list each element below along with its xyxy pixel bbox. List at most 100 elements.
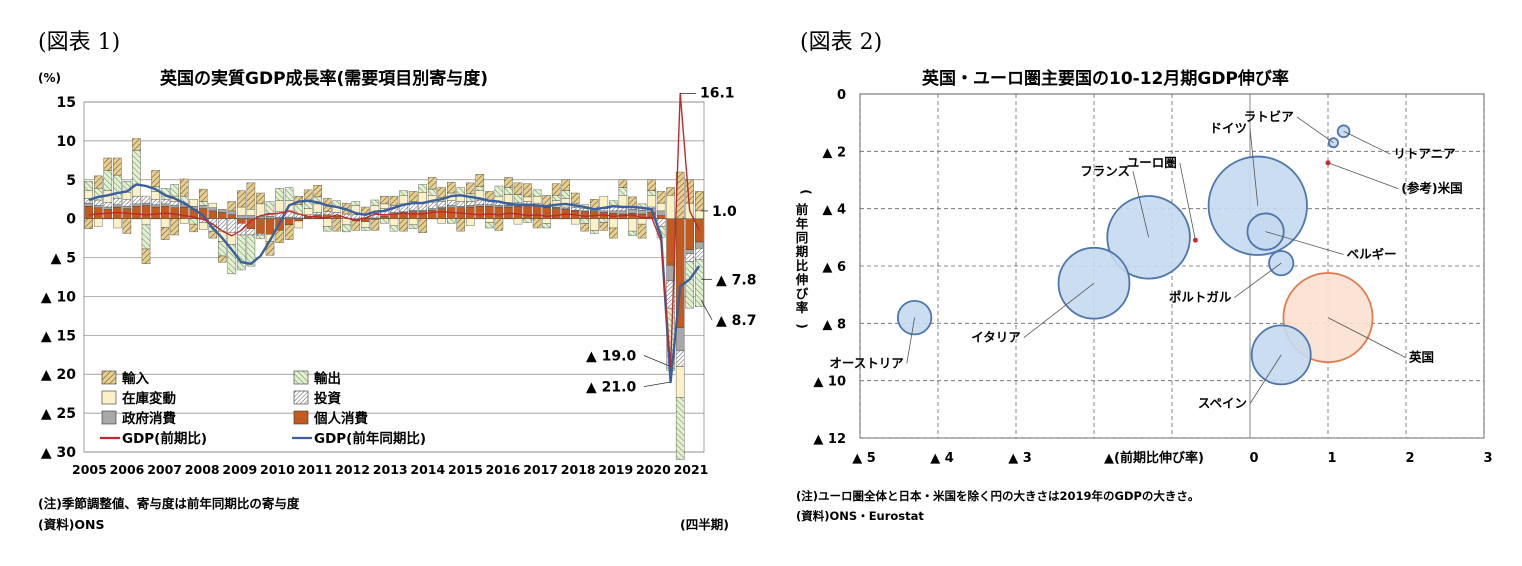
c2-leader-リトアニア: [1343, 130, 1391, 155]
c1-bar-exports: [103, 170, 113, 191]
c1-bar-government: [160, 203, 170, 207]
figure2-label: (図表 2): [800, 30, 883, 55]
c2-dot-ユーロ圏: [1192, 237, 1198, 243]
c1-bar-exports: [494, 185, 504, 197]
c1-legend-label-exports: 輸出: [314, 370, 341, 387]
c2-ytick-label: ▲ 8: [822, 317, 846, 332]
c1-bar-imports: [408, 191, 418, 202]
c1-xtick-label: 2014: [410, 462, 445, 477]
c1-bar-consumption: [380, 216, 389, 219]
c1-bar-investment: [456, 201, 465, 207]
c1-bar-inventory: [151, 191, 160, 200]
c1-bar-consumption: [332, 216, 341, 219]
c1-bar-investment: [475, 199, 485, 205]
c1-bar-imports: [380, 195, 389, 205]
c2-label-ベルギー: ベルギー: [1347, 247, 1397, 262]
c1-bar-exports: [475, 186, 485, 191]
c1-bar-inventory: [532, 195, 542, 204]
c1-bar-consumption: [84, 206, 93, 219]
c1-legend-label-investment: 投資: [314, 390, 341, 407]
c2-ytick-label: ▲ 6: [822, 260, 846, 275]
c1-bar-consumption: [408, 211, 418, 219]
c1-bar-imports: [103, 157, 113, 171]
c1-bar-inventory: [246, 209, 256, 216]
c1-bar-imports: [656, 191, 666, 204]
c1-bar-consumption: [141, 205, 151, 219]
c1-bar-government: [284, 216, 294, 219]
c1-bar-imports: [284, 224, 294, 240]
c1-bar-imports: [590, 199, 599, 209]
c1-bar-inventory: [323, 218, 332, 227]
c1-bar-inventory: [199, 222, 208, 230]
c1-bar-consumption: [294, 218, 303, 222]
c2-label-ポルトガル: ポルトガル: [1169, 290, 1232, 305]
c1-bar-consumption: [256, 218, 265, 234]
c1-bar-investment: [151, 199, 160, 205]
c1-bar-inventory: [113, 218, 122, 229]
c2-ytick-label: 0: [837, 88, 846, 103]
c1-bar-government: [408, 209, 418, 212]
c1-plot-frame: [83, 101, 705, 453]
c1-bar-imports: [466, 182, 475, 194]
c2-label-スペイン: スペイン: [1198, 396, 1247, 411]
c1-bar-imports: [160, 227, 170, 240]
c1-bar-inventory: [466, 218, 475, 226]
c1-bar-exports: [370, 199, 380, 206]
c1-bar-government: [427, 208, 437, 211]
c1-bar-exports: [132, 150, 141, 186]
c1-bar-exports: [628, 230, 637, 236]
c1-bar-government: [675, 327, 685, 352]
c1-bar-inventory: [303, 208, 313, 215]
c1-xtick-label: 2008: [185, 462, 220, 477]
c1-bar-government: [132, 203, 141, 207]
c1-bar-imports: [84, 218, 93, 229]
chart2-svg: 0 ▲ 2 ▲ 4 ▲ 6 ▲ 8 ▲ 10 ▲ 12 ▲ 5 ▲ 4 ▲ 3 ▲(前期比伸び率) 0…: [795, 88, 1493, 466]
c1-bar-government: [695, 241, 704, 249]
c1-bar-imports: [389, 195, 399, 206]
c1-bar-inventory: [609, 218, 618, 229]
c1-bar-exports: [351, 201, 361, 206]
c1-bar-consumption: [418, 211, 427, 219]
c2-ylabel-char: 比: [796, 258, 809, 273]
c1-bar-government: [122, 206, 132, 209]
c2-label-オーストリア: オーストリア: [829, 355, 903, 370]
c1-bar-imports: [189, 223, 198, 233]
c1-bar-inventory: [160, 218, 170, 228]
c1-bar-inventory: [618, 195, 628, 207]
c1-bar-imports: [227, 201, 237, 212]
c1-bar-consumption: [160, 206, 170, 219]
c1-annotation-label: ▲ 19.0: [586, 349, 636, 365]
c1-bar-inventory: [361, 221, 370, 228]
c1-bar-imports: [218, 255, 227, 263]
c1-bar-imports: [513, 182, 523, 195]
c1-bar-inventory: [389, 218, 399, 226]
c1-legend-swatch-imports: [101, 370, 117, 385]
c1-bar-inventory: [418, 192, 427, 203]
c1-bar-imports: [141, 248, 151, 264]
c1-bar-investment: [160, 199, 170, 205]
c1-bar-government: [218, 209, 227, 213]
c1-bar-consumption: [513, 206, 523, 219]
c1-bar-government: [199, 205, 208, 209]
c1-bar-investment: [685, 253, 694, 262]
c1-bar-inventory: [513, 218, 523, 225]
c1-bar-imports: [427, 177, 437, 190]
c1-bar-consumption: [265, 218, 275, 235]
c1-bar-exports: [590, 230, 599, 234]
c1-xtick-label: 2018: [561, 462, 596, 477]
c1-legend-label-inventory: 在庫変動: [122, 390, 176, 407]
c1-xtick-label: 2009: [222, 462, 257, 477]
c1-bar-exports: [542, 223, 551, 229]
c1-bar-inventory: [656, 202, 666, 212]
figure2-note: (注)ユーロ圏全体と日本・米国を除く円の大きさは2019年のGDPの大きさ。: [796, 489, 1200, 503]
c1-bar-government: [609, 210, 618, 214]
c1-bar-government: [265, 216, 275, 219]
c1-bar-investment: [170, 201, 179, 206]
c1-bar-consumption: [151, 206, 160, 219]
c1-ytick-label: 15: [57, 95, 76, 111]
c1-bar-consumption: [208, 210, 217, 219]
c1-bar-government: [656, 210, 666, 216]
c1-bar-investment: [466, 201, 475, 206]
c1-bar-exports: [170, 184, 179, 197]
